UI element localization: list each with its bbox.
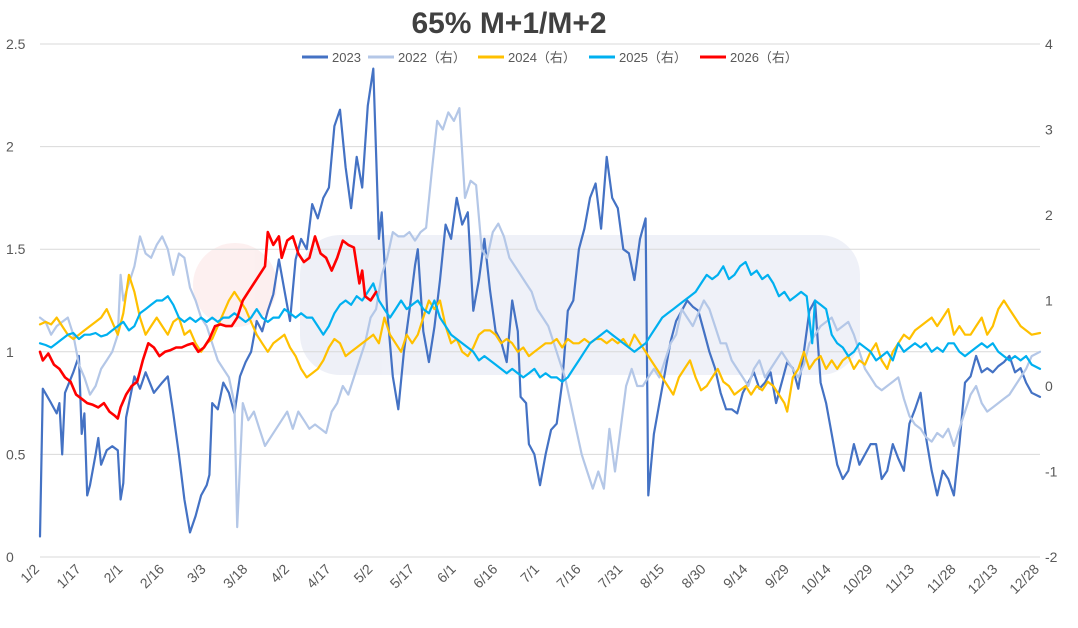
y-right-tick-label: 2 [1045, 207, 1053, 223]
x-tick-label: 6/16 [470, 561, 501, 592]
legend-label: 2025（右） [619, 50, 687, 65]
x-tick-label: 12/28 [1006, 561, 1042, 597]
x-tick-label: 8/30 [678, 561, 709, 592]
y-right-tick-label: -2 [1045, 549, 1058, 565]
x-tick-label: 8/15 [637, 561, 668, 592]
x-tick-label: 4/2 [267, 561, 292, 586]
x-tick-label: 11/28 [923, 561, 959, 597]
x-tick-label: 5/2 [350, 561, 375, 586]
y-right-tick-label: 4 [1045, 36, 1053, 52]
series-line-4 [38, 230, 378, 420]
y-left-tick-label: 1.5 [6, 241, 26, 257]
y-left-tick-label: 0.5 [6, 446, 26, 462]
x-tick-label: 2/1 [100, 561, 125, 586]
y-right-tick-label: 3 [1045, 122, 1053, 138]
x-tick-label: 7/1 [517, 561, 542, 586]
x-tick-label: 10/14 [798, 561, 834, 597]
legend-label: 2024（右） [508, 50, 576, 65]
x-tick-label: 6/1 [434, 561, 459, 586]
legend-label: 2022（右） [398, 50, 466, 65]
x-tick-label: 5/17 [387, 561, 418, 592]
series-line-3 [38, 260, 1042, 383]
x-tick-label: 1/17 [53, 561, 84, 592]
x-tick-label: 7/16 [553, 561, 584, 592]
x-tick-label: 12/13 [964, 561, 1000, 597]
y-left-tick-label: 2.5 [6, 36, 26, 52]
x-tick-label: 10/29 [839, 561, 875, 597]
x-tick-label: 4/17 [303, 561, 334, 592]
x-tick-label: 1/2 [17, 561, 42, 586]
y-left-tick-label: 0 [6, 549, 14, 565]
x-tick-label: 9/14 [720, 561, 751, 592]
legend-label: 2026（右） [730, 50, 798, 65]
y-left-tick-label: 1 [6, 344, 14, 360]
series-line-0 [38, 67, 1042, 538]
y-right-tick-label: 0 [1045, 378, 1053, 394]
x-tick-label: 3/18 [220, 561, 251, 592]
x-tick-label: 9/29 [762, 561, 793, 592]
x-tick-label: 2/16 [137, 561, 168, 592]
y-right-tick-label: 1 [1045, 293, 1053, 309]
chart-title: 65% M+1/M+2 [411, 7, 606, 40]
x-tick-label: 7/31 [595, 561, 626, 592]
legend-label: 2023 [332, 50, 361, 65]
y-left-tick-label: 2 [6, 139, 14, 155]
x-tick-label: 11/13 [882, 561, 918, 597]
x-tick-label: 3/3 [184, 561, 209, 586]
y-right-tick-label: -1 [1045, 464, 1058, 480]
